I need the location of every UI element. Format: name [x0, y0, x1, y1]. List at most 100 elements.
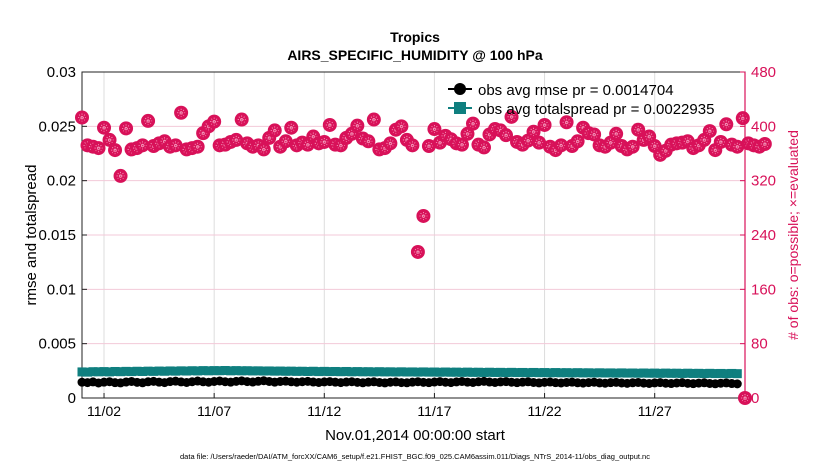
x-tick-label: 11/22 — [528, 403, 562, 419]
spread-point — [281, 366, 291, 376]
spread-point — [628, 368, 638, 378]
obs-count-point — [476, 140, 491, 155]
spread-point — [204, 366, 214, 376]
spread-point — [622, 368, 632, 378]
obs-count-point — [108, 143, 123, 158]
obs-count-point — [284, 120, 299, 135]
obs-count-point — [499, 128, 514, 143]
obs-possible-marker — [317, 134, 332, 149]
spread-point — [149, 366, 159, 376]
spread-point — [77, 367, 87, 377]
obs-possible-marker — [719, 117, 734, 132]
obs-count-point — [135, 138, 150, 153]
y2-axis-label: # of obs: o=possible; ×=evaluated — [785, 130, 801, 340]
spread-point — [534, 368, 544, 378]
obs-count-point — [532, 135, 547, 150]
obs-possible-marker — [278, 134, 293, 149]
obs-possible-marker — [427, 122, 442, 137]
obs-possible-marker — [499, 128, 514, 143]
spread-point — [237, 366, 247, 376]
obs-possible-marker — [361, 134, 376, 149]
obs-possible-marker — [757, 136, 772, 151]
spread-point — [462, 367, 472, 377]
spread-point — [578, 368, 588, 378]
obs-count-point — [410, 244, 425, 259]
legend-spread-marker — [454, 102, 466, 114]
spread-point — [617, 368, 627, 378]
spread-point — [600, 368, 610, 378]
obs-count-point — [234, 112, 249, 127]
spread-point — [352, 367, 362, 377]
obs-count-point — [113, 168, 128, 183]
obs-possible-marker — [113, 168, 128, 183]
spread-point — [655, 368, 665, 378]
spread-point — [127, 367, 137, 377]
spread-point — [396, 367, 406, 377]
spread-point — [606, 368, 616, 378]
legend-rmse-label: obs avg rmse pr = 0.0014704 — [478, 82, 674, 99]
obs-possible-marker — [554, 138, 569, 153]
obs-count-point — [317, 134, 332, 149]
spread-point — [325, 367, 335, 377]
obs-count-point — [570, 134, 585, 149]
obs-count-point — [504, 109, 519, 124]
obs-possible-marker — [713, 134, 728, 149]
obs-count-point — [394, 119, 409, 134]
obs-count-point — [350, 118, 365, 133]
obs-possible-marker — [702, 124, 717, 139]
spread-point — [512, 368, 522, 378]
spread-point — [479, 367, 489, 377]
spread-point — [672, 368, 682, 378]
spread-point — [132, 366, 142, 376]
y-tick-label: 0 — [68, 390, 76, 407]
spread-point — [677, 368, 687, 378]
spread-point — [716, 368, 726, 378]
spread-point — [567, 368, 577, 378]
y-tick-label: 0.02 — [47, 173, 76, 190]
obs-count-point — [190, 139, 205, 154]
spread-point — [374, 367, 384, 377]
spread-point — [540, 368, 550, 378]
obs-count-point — [207, 114, 222, 129]
obs-count-point — [719, 117, 734, 132]
spread-point — [418, 367, 428, 377]
spread-point — [611, 368, 621, 378]
spread-point — [330, 366, 340, 376]
y-tick-label: 0.015 — [38, 227, 76, 244]
spread-point — [595, 368, 605, 378]
obs-possible-marker — [410, 244, 425, 259]
spread-point — [435, 367, 445, 377]
obs-possible-marker — [476, 140, 491, 155]
spread-point — [83, 367, 93, 377]
y-tick-label: 0.01 — [47, 281, 76, 298]
spread-point — [369, 367, 379, 377]
obs-possible-marker — [730, 139, 745, 154]
spread-point — [182, 366, 192, 376]
spread-point — [468, 367, 478, 377]
spread-point — [457, 367, 467, 377]
obs-count-point — [421, 139, 436, 154]
spread-point — [473, 367, 483, 377]
x-axis-label: Nov.01,2014 00:00:00 start — [325, 427, 506, 444]
obs-possible-marker — [526, 124, 541, 139]
y2-tick-label: 160 — [751, 281, 776, 298]
spread-point — [259, 366, 269, 376]
spread-point — [231, 366, 241, 376]
obs-possible-marker — [532, 135, 547, 150]
spread-point — [545, 368, 555, 378]
obs-possible-marker — [405, 138, 420, 153]
obs-possible-marker — [234, 112, 249, 127]
obs-possible-marker — [322, 117, 337, 132]
obs-count-point — [383, 136, 398, 151]
spread-point — [297, 366, 307, 376]
spread-point — [143, 366, 153, 376]
spread-point — [105, 367, 115, 377]
x-tick-label: 11/02 — [87, 403, 121, 419]
spread-point — [391, 367, 401, 377]
spread-point — [507, 367, 517, 377]
spread-point — [270, 366, 280, 376]
spread-point — [176, 366, 186, 376]
obs-possible-marker — [91, 141, 106, 156]
obs-count-point — [587, 127, 602, 142]
